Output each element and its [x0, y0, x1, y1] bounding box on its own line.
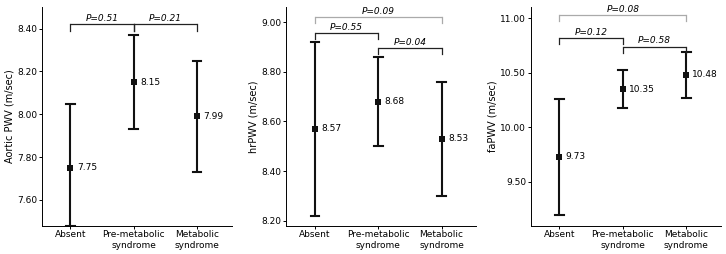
Text: 9.73: 9.73	[566, 152, 586, 161]
Text: 7.99: 7.99	[203, 112, 224, 121]
Text: P=0.04: P=0.04	[393, 38, 426, 47]
Y-axis label: hrPWV (m/sec): hrPWV (m/sec)	[249, 80, 258, 153]
Y-axis label: faPWV (m/sec): faPWV (m/sec)	[487, 81, 497, 152]
Text: 8.15: 8.15	[140, 78, 160, 87]
Text: 8.53: 8.53	[448, 134, 468, 143]
Text: 10.48: 10.48	[693, 70, 718, 80]
Text: 8.68: 8.68	[385, 97, 404, 106]
Text: 8.57: 8.57	[322, 124, 341, 133]
Text: P=0.09: P=0.09	[362, 7, 395, 16]
Text: 10.35: 10.35	[629, 85, 655, 94]
Y-axis label: Aortic PWV (m/sec): Aortic PWV (m/sec)	[4, 70, 15, 163]
Text: P=0.08: P=0.08	[606, 5, 640, 14]
Text: P=0.21: P=0.21	[149, 14, 182, 23]
Text: P=0.55: P=0.55	[330, 23, 363, 32]
Text: 7.75: 7.75	[77, 163, 97, 172]
Text: P=0.51: P=0.51	[86, 14, 118, 23]
Text: P=0.58: P=0.58	[638, 37, 671, 45]
Text: P=0.12: P=0.12	[575, 28, 608, 37]
